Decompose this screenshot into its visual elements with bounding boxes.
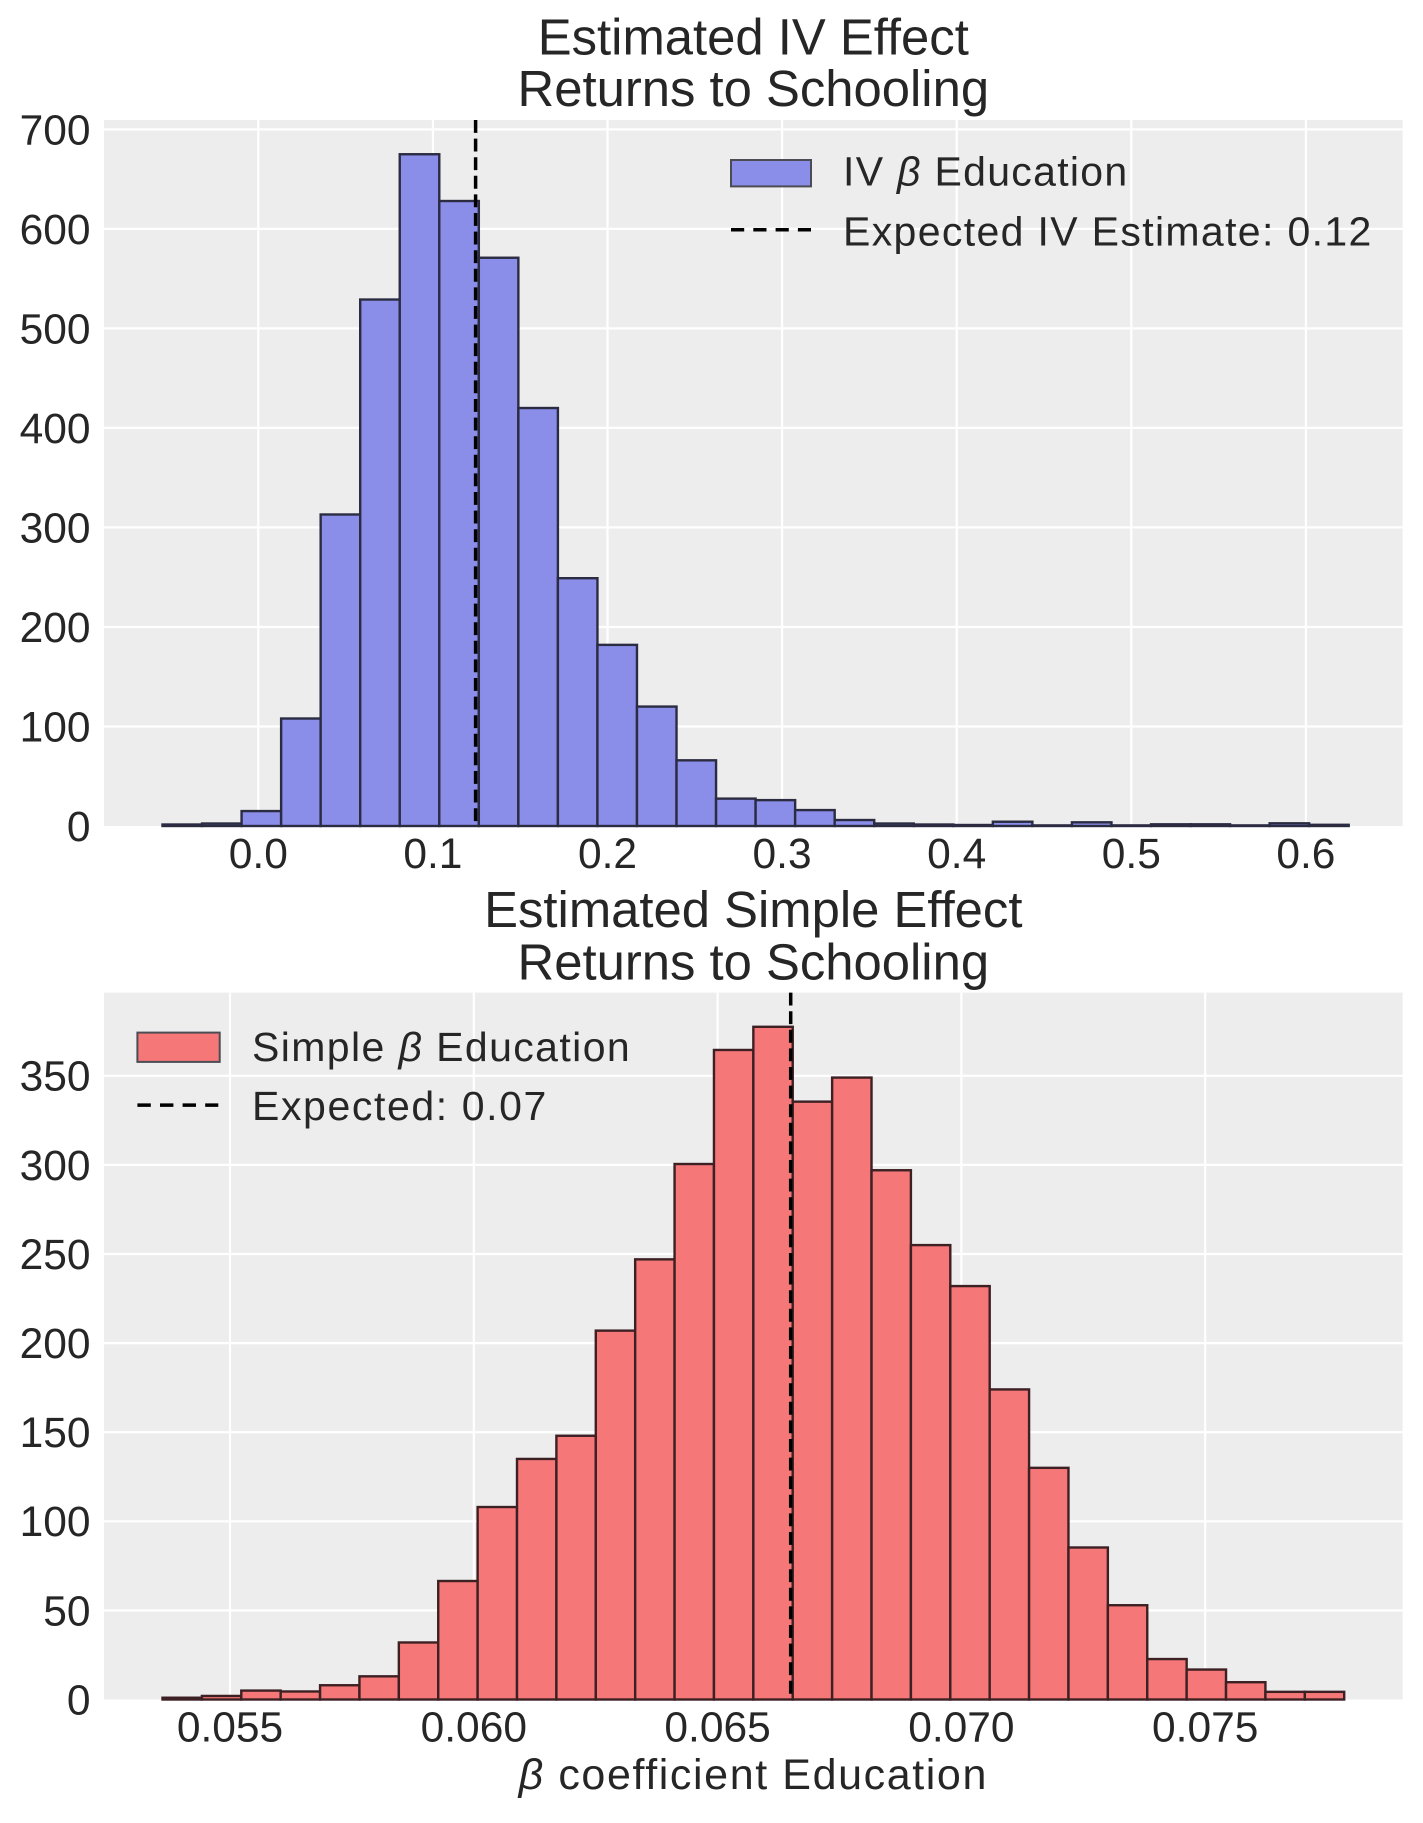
svg-text:Expected IV Estimate: 0.12: Expected IV Estimate: 0.12 xyxy=(843,209,1373,255)
svg-text:0: 0 xyxy=(67,1677,91,1724)
svg-text:0.5: 0.5 xyxy=(1102,831,1161,878)
svg-text:0.4: 0.4 xyxy=(927,831,986,878)
svg-text:150: 150 xyxy=(20,1410,91,1457)
svg-text:0.2: 0.2 xyxy=(578,831,637,878)
svg-text:0.060: 0.060 xyxy=(421,1705,527,1752)
svg-text:0.6: 0.6 xyxy=(1276,831,1335,878)
svg-text:Simple β Education: Simple β Education xyxy=(252,1024,631,1070)
svg-text:0.075: 0.075 xyxy=(1152,1705,1258,1752)
svg-text:IV β Education: IV β Education xyxy=(843,149,1129,195)
svg-text:250: 250 xyxy=(20,1232,91,1279)
svg-text:600: 600 xyxy=(20,207,91,254)
svg-text:0: 0 xyxy=(67,804,91,851)
svg-text:100: 100 xyxy=(20,704,91,751)
svg-text:0.0: 0.0 xyxy=(229,831,288,878)
svg-text:350: 350 xyxy=(20,1054,91,1101)
svg-text:Expected: 0.07: Expected: 0.07 xyxy=(252,1083,548,1129)
svg-text:0.055: 0.055 xyxy=(177,1705,283,1752)
svg-text:0.070: 0.070 xyxy=(908,1705,1014,1752)
svg-text:200: 200 xyxy=(20,1321,91,1368)
svg-text:400: 400 xyxy=(20,406,91,453)
svg-text:300: 300 xyxy=(20,505,91,552)
svg-text:0.065: 0.065 xyxy=(664,1705,770,1752)
svg-text:200: 200 xyxy=(20,605,91,652)
svg-text:Returns to Schooling: Returns to Schooling xyxy=(518,60,990,117)
svg-text:β coefficient Education: β coefficient Education xyxy=(517,1751,988,1799)
svg-text:300: 300 xyxy=(20,1143,91,1190)
svg-text:Returns to Schooling: Returns to Schooling xyxy=(518,934,990,991)
svg-text:0.1: 0.1 xyxy=(403,831,462,878)
svg-text:100: 100 xyxy=(20,1499,91,1546)
svg-text:500: 500 xyxy=(20,306,91,353)
svg-text:0.3: 0.3 xyxy=(753,831,812,878)
svg-text:700: 700 xyxy=(20,107,91,154)
svg-text:Estimated Simple Effect: Estimated Simple Effect xyxy=(484,881,1022,938)
svg-text:50: 50 xyxy=(43,1588,90,1635)
svg-text:Estimated IV Effect: Estimated IV Effect xyxy=(538,9,969,66)
